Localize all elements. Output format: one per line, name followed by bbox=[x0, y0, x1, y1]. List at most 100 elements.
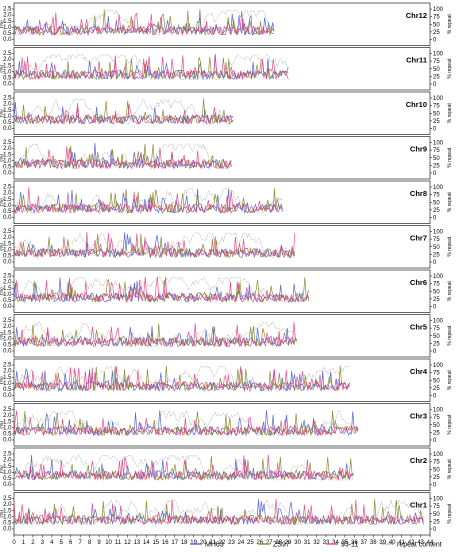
left-tick-label: 0.5 bbox=[3, 387, 12, 393]
x-tick-label: 21 bbox=[209, 540, 216, 546]
right-tick-label: 100 bbox=[433, 319, 444, 325]
left-tick-label: 0.0 bbox=[3, 82, 12, 88]
series-line-mh63 bbox=[13, 325, 297, 348]
left-tick-label: 1.0 bbox=[3, 292, 12, 298]
x-tick-label: 1 bbox=[22, 540, 26, 546]
series-line-repeat-content bbox=[13, 54, 289, 81]
right-tick-label: 100 bbox=[433, 274, 444, 280]
left-tick-label: 2.0 bbox=[3, 369, 12, 375]
right-tick-label: 100 bbox=[433, 52, 444, 58]
left-axis-title: (%) bbox=[0, 465, 5, 473]
left-tick-label: 1.0 bbox=[3, 425, 12, 431]
right-tick-label: 50 bbox=[433, 67, 440, 73]
right-tick-label: 100 bbox=[433, 452, 444, 458]
right-axis-title: % repeat bbox=[447, 192, 453, 213]
x-tick-label: 43 bbox=[417, 540, 424, 546]
left-tick-label: 2.0 bbox=[3, 413, 12, 419]
x-tick-label: 7 bbox=[79, 540, 83, 546]
right-tick-label: 75 bbox=[433, 415, 440, 421]
right-tick-label: 25 bbox=[433, 297, 440, 303]
left-tick-label: 2.5 bbox=[3, 318, 12, 324]
right-tick-label: 50 bbox=[433, 111, 440, 117]
left-tick-label: 0.5 bbox=[3, 165, 12, 171]
right-tick-label: 0 bbox=[433, 171, 437, 177]
left-tick-label: 1.5 bbox=[3, 63, 12, 69]
chromosome-label: Chr10 bbox=[406, 100, 427, 109]
series-line-93-11 bbox=[13, 103, 234, 125]
series-line-zs97 bbox=[13, 323, 298, 348]
panel-frame bbox=[13, 136, 431, 180]
right-axis-title: % repeat bbox=[447, 503, 453, 524]
right-tick-label: 25 bbox=[433, 252, 440, 258]
left-tick-label: 2.0 bbox=[3, 146, 12, 152]
right-tick-label: 25 bbox=[433, 386, 440, 392]
left-tick-label: 0.0 bbox=[3, 393, 12, 399]
series-line-repeat-content bbox=[13, 365, 350, 392]
series-line-93-11 bbox=[13, 187, 283, 215]
right-tick-label: 50 bbox=[433, 512, 440, 518]
left-tick-label: 1.5 bbox=[3, 286, 12, 292]
x-tick-label: 25 bbox=[247, 540, 254, 546]
left-tick-label: 2.5 bbox=[3, 185, 12, 191]
series-line-mh63 bbox=[13, 188, 283, 215]
right-tick-label: 75 bbox=[433, 59, 440, 65]
series-line-mh63 bbox=[13, 9, 275, 37]
x-tick-label: 5 bbox=[60, 540, 64, 546]
series-line-repeat-content bbox=[13, 98, 234, 125]
x-tick-label: 13 bbox=[134, 540, 141, 546]
left-axis-title: (%) bbox=[0, 198, 5, 206]
left-tick-label: 1.0 bbox=[3, 114, 12, 120]
right-tick-label: 0 bbox=[433, 260, 437, 266]
left-axis-title: (%) bbox=[0, 20, 5, 28]
series-line-mh63 bbox=[13, 367, 350, 392]
x-tick-label: 31 bbox=[304, 540, 311, 546]
left-tick-label: 2.5 bbox=[3, 452, 12, 458]
left-tick-label: 1.5 bbox=[3, 152, 12, 158]
right-axis-title: % repeat bbox=[447, 370, 453, 391]
right-axis-title: % repeat bbox=[447, 14, 453, 35]
right-tick-label: 100 bbox=[433, 408, 444, 414]
left-tick-label: 2.0 bbox=[3, 458, 12, 464]
left-tick-label: 0.5 bbox=[3, 343, 12, 349]
right-tick-label: 0 bbox=[433, 305, 437, 311]
x-tick-label: 17 bbox=[171, 540, 178, 546]
left-tick-label: 0.5 bbox=[3, 76, 12, 82]
left-tick-label: 2.0 bbox=[3, 280, 12, 286]
x-tick-label: 39 bbox=[379, 540, 386, 546]
panel-frame bbox=[13, 447, 431, 491]
series-line-93-11 bbox=[13, 499, 424, 526]
panel-frame bbox=[13, 314, 431, 358]
right-tick-label: 0 bbox=[433, 349, 437, 355]
left-axis-title: (%) bbox=[0, 510, 5, 518]
right-tick-label: 100 bbox=[433, 497, 444, 503]
right-tick-label: 75 bbox=[433, 326, 440, 332]
right-tick-label: 50 bbox=[433, 22, 440, 28]
series-line-zs97 bbox=[13, 233, 296, 259]
right-tick-label: 100 bbox=[433, 7, 444, 13]
right-tick-label: 50 bbox=[433, 378, 440, 384]
x-tick-label: 42 bbox=[408, 540, 415, 546]
x-tick-label: 8 bbox=[88, 540, 92, 546]
chromosome-label: Chr9 bbox=[410, 145, 427, 154]
left-tick-label: 2.5 bbox=[3, 96, 12, 102]
left-tick-label: 2.5 bbox=[3, 7, 12, 13]
right-tick-label: 0 bbox=[433, 216, 437, 222]
x-tick-label: 9 bbox=[97, 540, 101, 546]
panel-frame bbox=[13, 225, 431, 269]
right-tick-label: 100 bbox=[433, 96, 444, 102]
left-axis-title: (%) bbox=[0, 421, 5, 429]
x-tick-label: 15 bbox=[152, 540, 159, 546]
series-line-93-11 bbox=[13, 232, 296, 259]
left-tick-label: 0.5 bbox=[3, 254, 12, 260]
series-line-repeat-content bbox=[13, 321, 297, 348]
right-tick-label: 0 bbox=[433, 38, 437, 44]
right-tick-label: 100 bbox=[433, 141, 444, 147]
left-tick-label: 1.5 bbox=[3, 375, 12, 381]
